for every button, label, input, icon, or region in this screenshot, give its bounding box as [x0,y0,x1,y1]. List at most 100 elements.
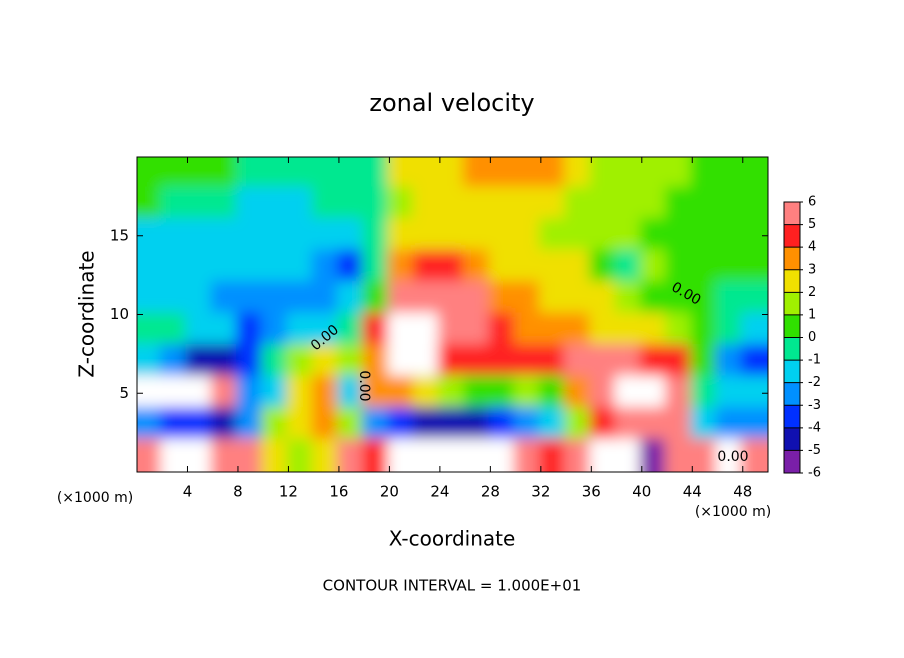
field-cell [740,344,768,380]
field-cell [463,218,493,254]
field-cell [210,249,240,285]
field-cell [261,438,291,472]
colorbar-band [784,247,800,270]
field-cell [336,218,367,254]
chart-title: zonal velocity [369,89,534,117]
field-cell [362,249,392,285]
field-cell [437,281,468,317]
colorbar-band [784,314,800,338]
colorbar-tick-label: 2 [808,285,816,300]
field-cell [437,312,468,348]
field-cell [538,249,569,285]
field-cell [311,438,341,472]
y-tick-label: 10 [110,305,129,323]
y-tick-label: 5 [119,384,129,402]
field-cell [463,375,493,411]
field-cell [488,249,518,285]
field-cell [387,312,417,348]
colorbar-tick-label: 1 [808,307,816,322]
field-cell [235,407,266,443]
field-cell [564,312,594,348]
field-cell [639,438,670,472]
field-cell [235,157,266,191]
field-cell [740,438,768,472]
field-cell [513,312,543,348]
field-cell [639,375,670,411]
field-cell [690,218,720,254]
field-cell [614,438,644,472]
field-cell [311,312,341,348]
field-cell [185,186,215,222]
field-cell [412,249,442,285]
field-cell [589,281,619,317]
field-cell [564,344,594,380]
field-cell [412,375,442,411]
field-cell [639,312,670,348]
field-cell [210,312,240,348]
colorbar-band [784,405,800,428]
field-cell [488,157,518,191]
field-cell [715,375,745,411]
field-cell [437,249,468,285]
field-cell [336,281,367,317]
field-cell [160,249,190,285]
field-cell [261,157,291,191]
field-cell [690,186,720,222]
field-cell [690,157,720,191]
field-cell [286,157,316,191]
field-cell [387,281,417,317]
field-cell [463,157,493,191]
colorbar-band [784,427,800,451]
field-cell [362,438,392,472]
field-cell [513,186,543,222]
field-cell [589,312,619,348]
field-cell [387,438,417,472]
field-cell [286,281,316,317]
field-cell [715,407,745,443]
colorbar-band [784,450,800,473]
field-cell [614,249,644,285]
field-cell [665,344,695,380]
field-cell [740,312,768,348]
field-cell [261,218,291,254]
field-cell [740,186,768,222]
x-unit-left: (×1000 m) [57,490,133,506]
field-cell [185,281,215,317]
x-unit-right: (×1000 m) [695,504,771,520]
field-cell [665,157,695,191]
field-cell [362,344,392,380]
colorbar-tick-label: 4 [808,240,816,255]
field-cell [311,407,341,443]
field-cell [665,407,695,443]
x-tick-label: 16 [329,483,348,501]
field-cell [336,407,367,443]
field-cell [137,157,165,191]
field-cell [185,218,215,254]
field-cell [715,218,745,254]
field-cell [513,218,543,254]
field-cell [311,186,341,222]
y-axis-label: Z-coordinate [75,250,99,377]
field-cell [488,281,518,317]
field-cell [160,407,190,443]
field-cell [311,281,341,317]
field-cell [564,375,594,411]
colorbar-band [784,292,800,315]
field-cell [538,186,569,222]
field-cell [261,186,291,222]
field-cell [185,157,215,191]
field-cell [538,281,569,317]
field-cell [210,218,240,254]
field-cell [715,186,745,222]
field-cell [387,218,417,254]
field-cell [437,438,468,472]
field-cell [412,157,442,191]
colorbar-tick-label: -5 [808,443,821,458]
field-cell [690,438,720,472]
field-cell [740,157,768,191]
field-cell [437,186,468,222]
field-cell [488,218,518,254]
field-cell [488,186,518,222]
field-cell [513,344,543,380]
